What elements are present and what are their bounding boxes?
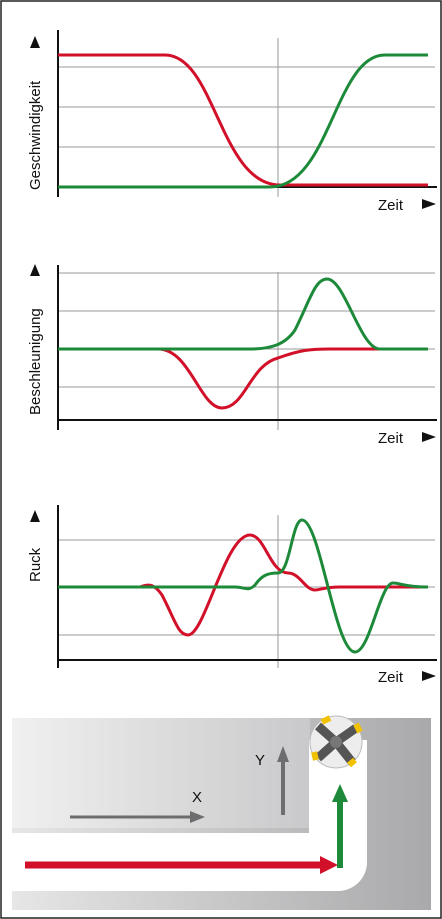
panel-acceleration: Zeit Beschleunigung xyxy=(27,264,437,447)
y-label: Beschleunigung xyxy=(27,308,44,415)
y-axis-label: Y xyxy=(255,752,265,769)
panel-velocity: Zeit Geschwindigkeit xyxy=(27,30,437,214)
green-curve xyxy=(58,277,428,351)
red-curve xyxy=(58,533,428,637)
red-curve xyxy=(58,347,428,410)
y-label: Geschwindigkeit xyxy=(27,80,44,190)
x-label: Zeit xyxy=(378,430,404,447)
x-label: Zeit xyxy=(378,197,404,214)
x-label: Zeit xyxy=(378,669,404,686)
panel-jerk: Zeit Ruck xyxy=(27,505,437,686)
red-curve xyxy=(58,53,428,187)
x-axis-label: X xyxy=(192,789,202,806)
y-label: Ruck xyxy=(27,547,44,582)
green-curve xyxy=(58,53,428,189)
tool xyxy=(309,715,363,769)
illustration: X Y xyxy=(12,715,431,910)
green-curve xyxy=(58,518,429,654)
